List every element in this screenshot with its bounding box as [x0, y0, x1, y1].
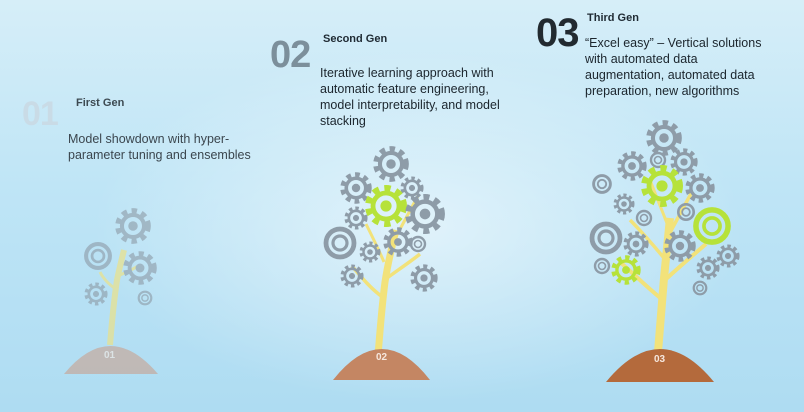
gear-icon: [377, 150, 406, 179]
mound-2: [333, 349, 430, 380]
gear-icon: [688, 176, 712, 200]
mound-2-label: 02: [376, 352, 388, 363]
gear-icon: [645, 169, 679, 203]
gear-icon: [119, 212, 148, 241]
gear-icon: [326, 229, 354, 257]
generation-3-title: Third Gen: [587, 12, 639, 24]
gear-icon: [86, 244, 110, 268]
tree-2: 02: [326, 150, 441, 380]
gear-icon: [347, 209, 366, 228]
generation-3-description: “Excel easy” – Vertical solutions with a…: [585, 36, 762, 98]
gear-icon: [614, 258, 638, 282]
gear-icon: [650, 124, 679, 153]
gear-icon: [409, 235, 427, 253]
gear-icon: [593, 257, 611, 275]
generation-1-description: Model showdown with hyper-parameter tuni…: [68, 132, 251, 162]
gear-icon: [369, 189, 403, 223]
gear-icon: [359, 241, 381, 263]
gear-icon: [87, 285, 106, 304]
gear-icon: [126, 254, 153, 281]
generation-2-number: 02: [270, 34, 311, 76]
gear-icon: [719, 247, 738, 266]
generation-2-description: Iterative learning approach with automat…: [320, 66, 500, 128]
gear-icon: [626, 234, 646, 254]
mound-3-label: 03: [654, 354, 666, 365]
generation-1-number: 01: [22, 95, 59, 133]
gear-icon: [620, 154, 644, 178]
gear-icon: [403, 179, 422, 198]
mound-3: [606, 349, 714, 382]
gear-icon: [699, 259, 718, 278]
gear-icon: [613, 193, 635, 215]
gear-icon: [649, 151, 667, 169]
tree-1: 01: [64, 212, 158, 374]
generation-3-number: 03: [536, 11, 579, 55]
gear-icon: [343, 175, 369, 201]
mound-1-label: 01: [104, 350, 116, 361]
gear-icon: [696, 210, 728, 242]
gear-icon: [137, 290, 153, 306]
gear-icon: [592, 174, 612, 194]
gear-icon: [692, 280, 708, 296]
generation-1-title: First Gen: [76, 97, 125, 109]
gear-icon: [592, 224, 620, 252]
mound-1: [64, 346, 158, 374]
gear-icon: [635, 209, 653, 227]
generation-2-title: Second Gen: [323, 33, 388, 45]
gear-icon: [343, 267, 362, 286]
tree-3: 03: [592, 124, 737, 382]
gear-icon: [673, 151, 695, 173]
gear-icon: [413, 267, 435, 289]
